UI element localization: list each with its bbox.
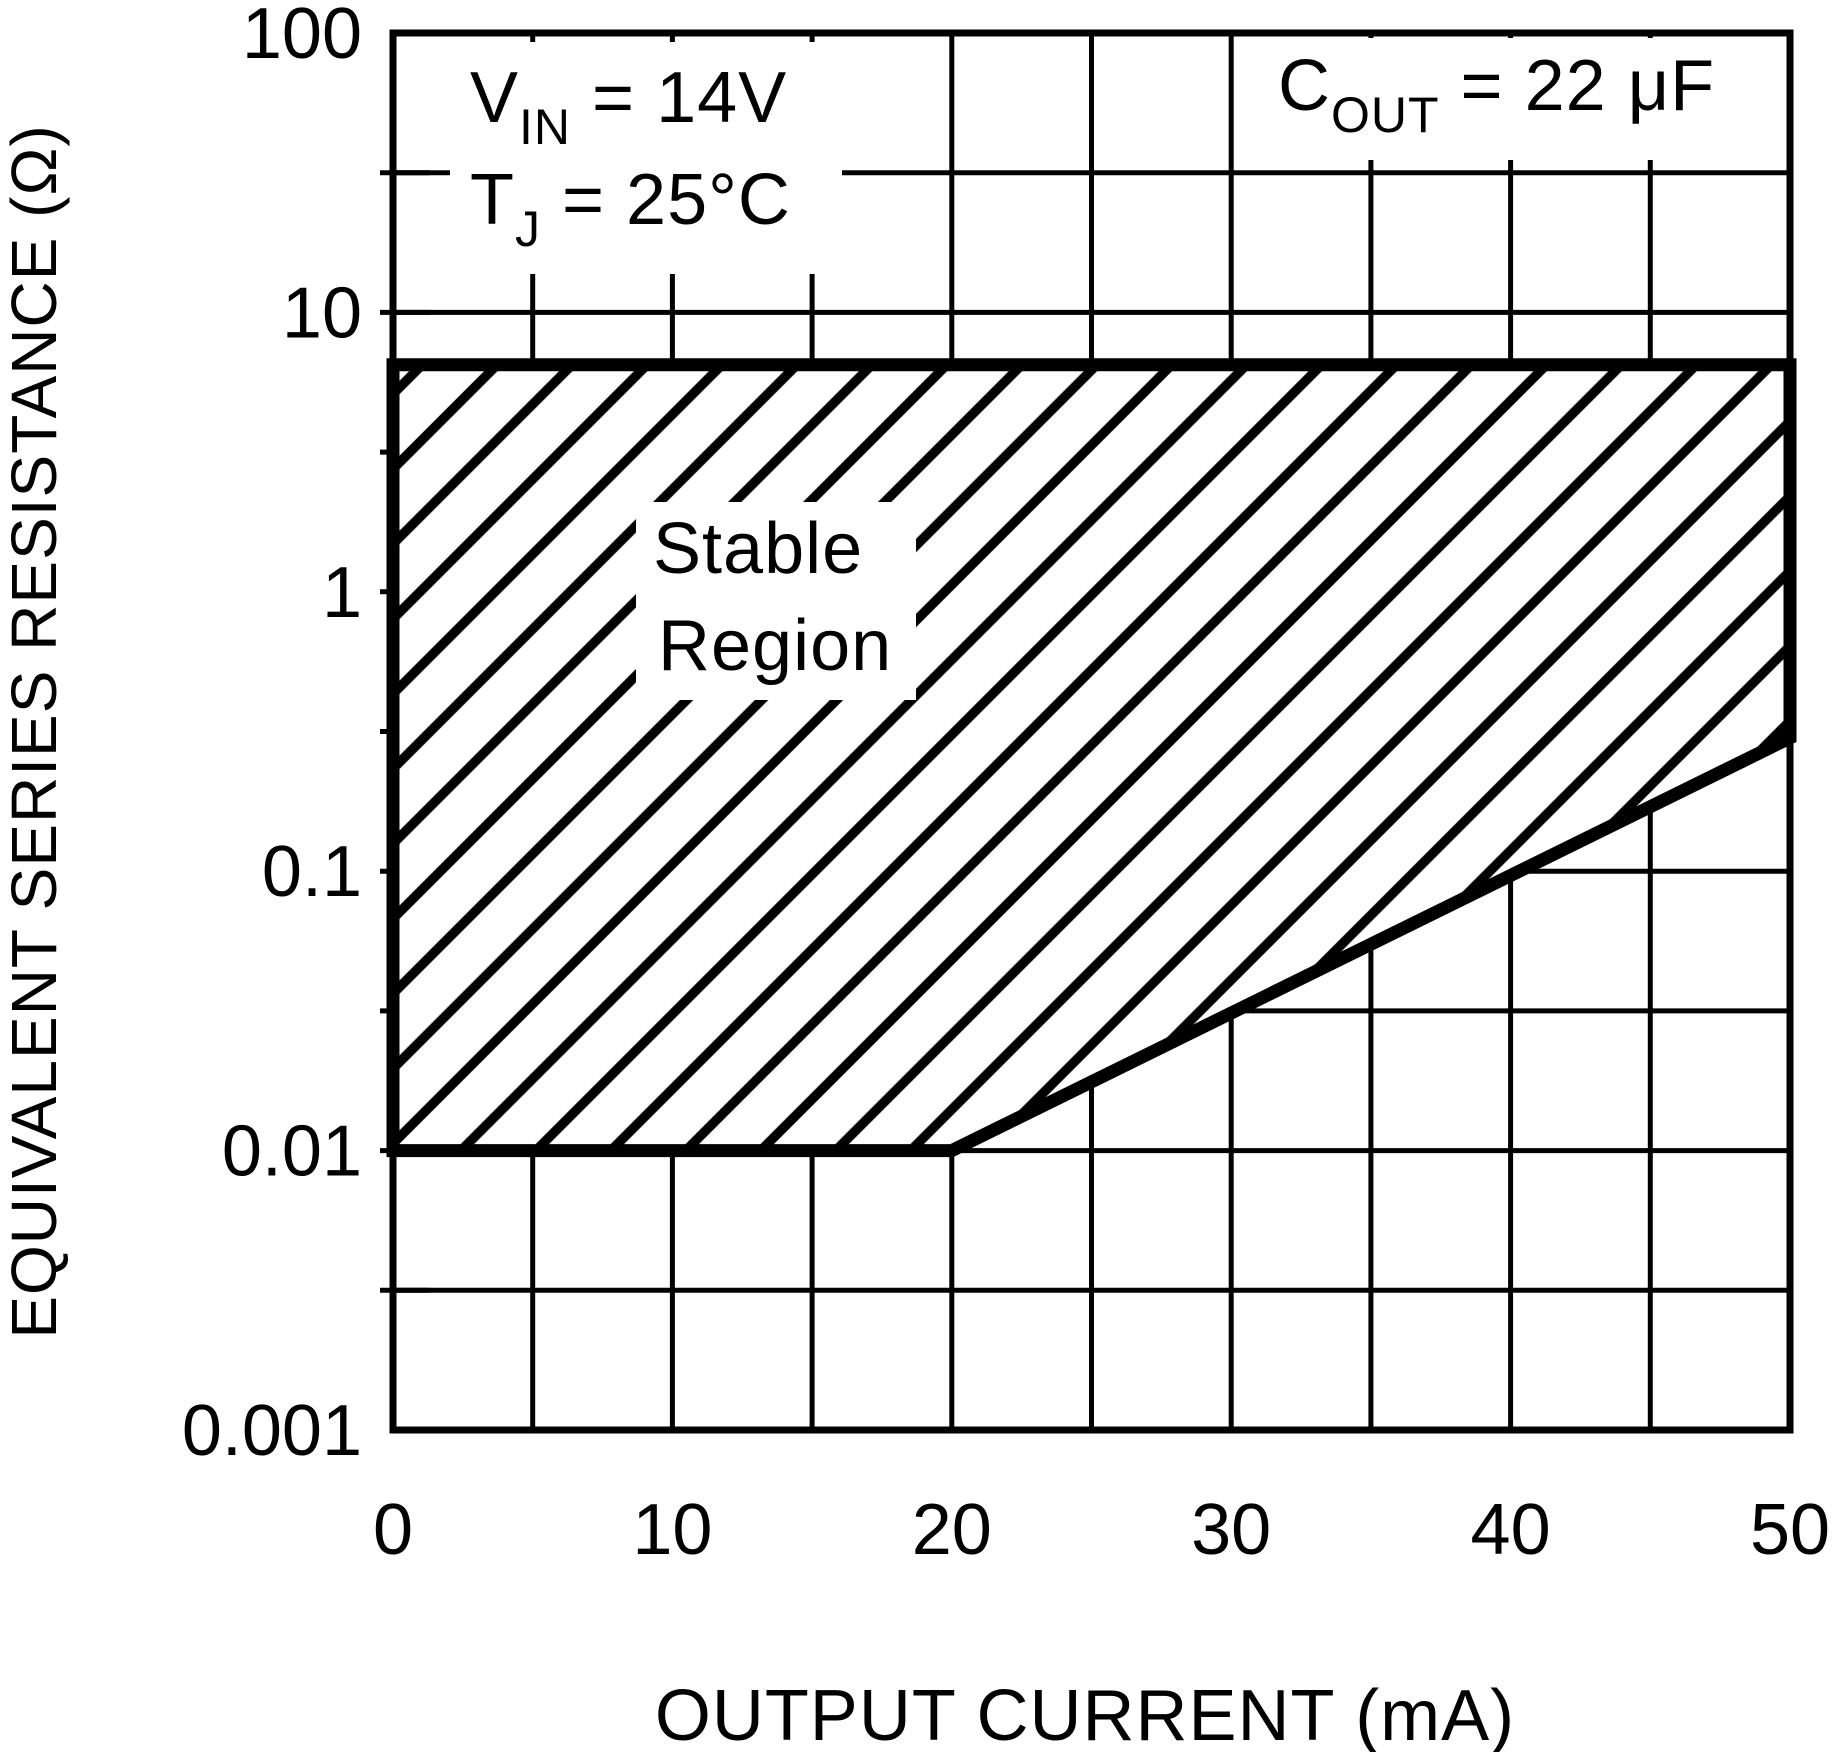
y-tick-label: 0.001 <box>182 1391 362 1471</box>
y-tick-label: 1 <box>322 553 362 633</box>
x-tick-label: 20 <box>912 1490 992 1570</box>
x-tick-label: 0 <box>373 1490 413 1570</box>
y-axis-title: EQUIVALENT SERIES RESISTANCE (Ω) <box>0 124 70 1338</box>
annotation-cout: COUT = 22 μF <box>1278 46 1715 143</box>
x-tick-label: 10 <box>632 1490 712 1570</box>
x-tick-label: 30 <box>1191 1490 1271 1570</box>
y-tick-label: 0.1 <box>262 832 362 912</box>
y-tick-label: 10 <box>282 273 362 353</box>
x-tick-label: 40 <box>1471 1490 1551 1570</box>
stable-region-label: Region <box>658 606 892 686</box>
x-axis-title: OUTPUT CURRENT (mA) <box>655 1676 1515 1752</box>
stable-region-label-background <box>636 502 916 700</box>
annotation-vin: VIN = 14V <box>470 58 787 155</box>
y-tick-label: 100 <box>242 0 362 74</box>
plot-border <box>389 29 1794 1434</box>
y-tick-label: 0.01 <box>222 1112 362 1192</box>
annotation-tj: TJ = 25°C <box>470 160 791 257</box>
stable-region-label: Stable <box>653 509 863 589</box>
annotation-background <box>1260 38 1776 160</box>
x-tick-label: 50 <box>1750 1490 1830 1570</box>
annotation-background <box>450 42 842 274</box>
